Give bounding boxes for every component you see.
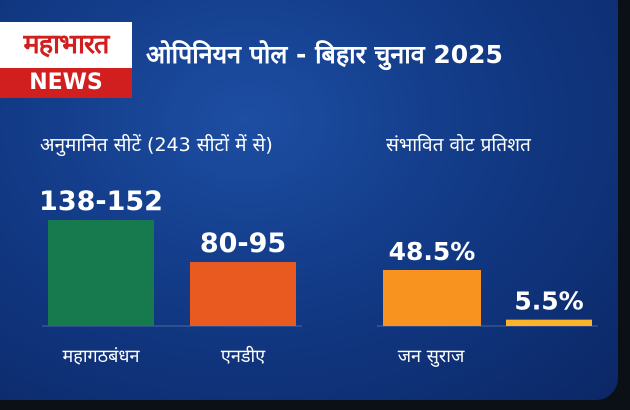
seats-chart-title: अनुमानित सीटें (243 सीटों में से): [40, 134, 273, 156]
seats-category-label-1: एनडीए: [221, 345, 266, 367]
opinion-poll-charts: 138-152 महागठबंधन 80-95 एनडीए 48.5% जन सुराज 5…: [39, 186, 598, 367]
seats-bar-1: [190, 262, 296, 326]
news-logo: महाभारत NEWS: [0, 22, 132, 98]
seats-value-label-0: 138-152: [39, 186, 163, 217]
seats-value-label-1: 80-95: [200, 228, 286, 259]
vote-chart-title: संभावित वोट प्रतिशत: [386, 134, 531, 156]
vote-category-label-0: जन सुराज: [398, 346, 465, 367]
seats-category-label-0: महागठबंधन: [63, 346, 141, 367]
headline: ओपिनियन पोल - बिहार चुनाव 2025: [146, 40, 503, 69]
vote-value-label-1: 5.5%: [514, 287, 583, 316]
vote-value-label-0: 48.5%: [389, 237, 476, 266]
logo-news-band: NEWS: [0, 68, 132, 98]
logo-wordmark: महाभारत: [0, 22, 132, 68]
vote-bar-0: [383, 270, 481, 326]
poll-card: महाभारत NEWS ओपिनियन पोल - बिहार चुनाव 2…: [0, 0, 618, 400]
vote-bar-1: [506, 319, 592, 326]
seats-bar-0: [48, 220, 154, 326]
